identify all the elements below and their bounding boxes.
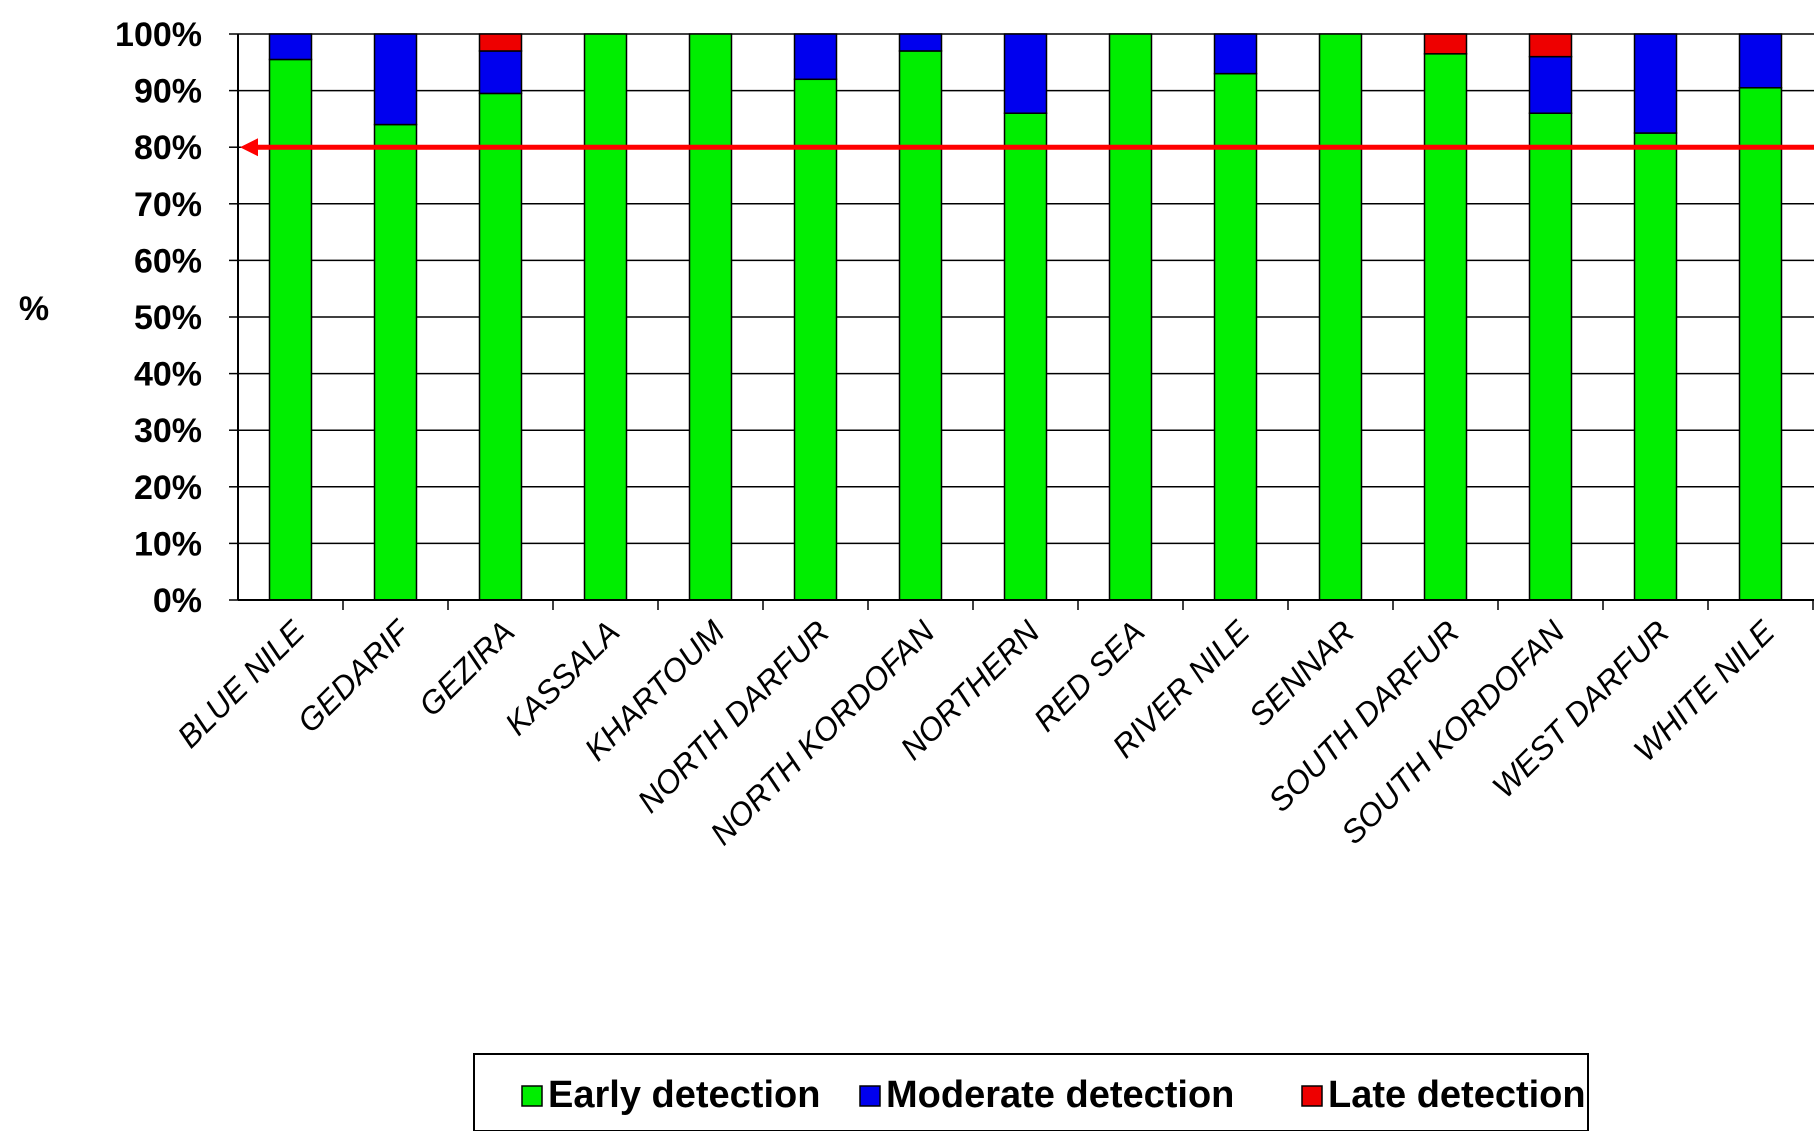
y-tick-label: 100% <box>115 16 202 54</box>
bar-segment-moderate-detection <box>268 33 313 61</box>
bar-segment-moderate-detection <box>373 33 418 126</box>
legend-label: Late detection <box>1328 1074 1586 1116</box>
reference-arrow-icon <box>240 138 258 157</box>
x-tick-labels: BLUE NILEGEDARIFGEZIRAKASSALAKHARTOUMNOR… <box>170 612 1782 852</box>
x-tick-label: NORTH DARFUR <box>630 613 836 819</box>
x-tick-label: WEST DARFUR <box>1485 613 1676 804</box>
bar-segment-early-detection <box>268 58 313 601</box>
y-tick-label: 40% <box>134 356 202 394</box>
legend: Early detection Moderate detection Late de… <box>473 1053 1589 1131</box>
y-tick-label: 70% <box>134 186 202 224</box>
bar-segment-moderate-detection <box>1528 55 1573 114</box>
bar-segment-early-detection <box>478 92 523 601</box>
y-tick-labels: 0% 10% 20% 30% 40% 50% 60% 70% 80% 90% 100% <box>115 16 202 620</box>
y-tick-label: 10% <box>134 525 202 563</box>
x-tick-label: GEDARIF <box>290 612 418 740</box>
x-tick-label: SOUTH DARFUR <box>1261 613 1466 818</box>
bars <box>268 33 1783 601</box>
legend-swatch <box>521 1085 543 1107</box>
x-tick-label: GEZIRA <box>412 613 522 723</box>
bar-segment-moderate-detection <box>1003 33 1048 114</box>
y-tick-label: 90% <box>134 73 202 111</box>
y-tick-label: 0% <box>153 582 202 620</box>
legend-swatch <box>859 1085 881 1107</box>
bar-segment-early-detection <box>1423 53 1468 601</box>
y-tick-label: 60% <box>134 242 202 280</box>
bar-segment-early-detection <box>688 33 733 601</box>
bar-segment-moderate-detection <box>478 50 523 95</box>
bar-segment-early-detection <box>1318 33 1363 601</box>
bar-segment-early-detection <box>373 123 418 601</box>
bar-segment-moderate-detection <box>1633 33 1678 134</box>
bar-segment-late-detection <box>1528 33 1573 58</box>
y-tick-label: 80% <box>134 129 202 167</box>
y-axis-label: % <box>19 290 49 328</box>
bar-segment-early-detection <box>793 78 838 601</box>
bar-segment-early-detection <box>898 50 943 601</box>
bar-segment-early-detection <box>1528 112 1573 601</box>
axes <box>229 33 1814 610</box>
y-tick-label: 30% <box>134 412 202 450</box>
reference-line-group <box>240 138 1814 157</box>
bar-segment-early-detection <box>1003 112 1048 601</box>
bar-segment-late-detection <box>478 33 523 52</box>
bar-segment-moderate-detection <box>898 33 943 52</box>
bar-segment-moderate-detection <box>1213 33 1258 75</box>
legend-swatch <box>1301 1085 1323 1107</box>
bar-segment-moderate-detection <box>1738 33 1783 89</box>
bar-segment-late-detection <box>1423 33 1468 55</box>
bar-segment-early-detection <box>1108 33 1153 601</box>
bar-segment-moderate-detection <box>793 33 838 81</box>
bar-segment-early-detection <box>1213 72 1258 601</box>
y-tick-label: 20% <box>134 469 202 507</box>
legend-label: Moderate detection <box>886 1074 1234 1116</box>
y-tick-label: 50% <box>134 299 202 337</box>
legend-box <box>473 1053 1589 1131</box>
bar-segment-early-detection <box>1633 132 1678 601</box>
bar-segment-early-detection <box>1738 87 1783 601</box>
legend-label: Early detection <box>548 1074 820 1116</box>
bar-segment-early-detection <box>583 33 628 601</box>
x-tick-label: BLUE NILE <box>170 613 312 755</box>
